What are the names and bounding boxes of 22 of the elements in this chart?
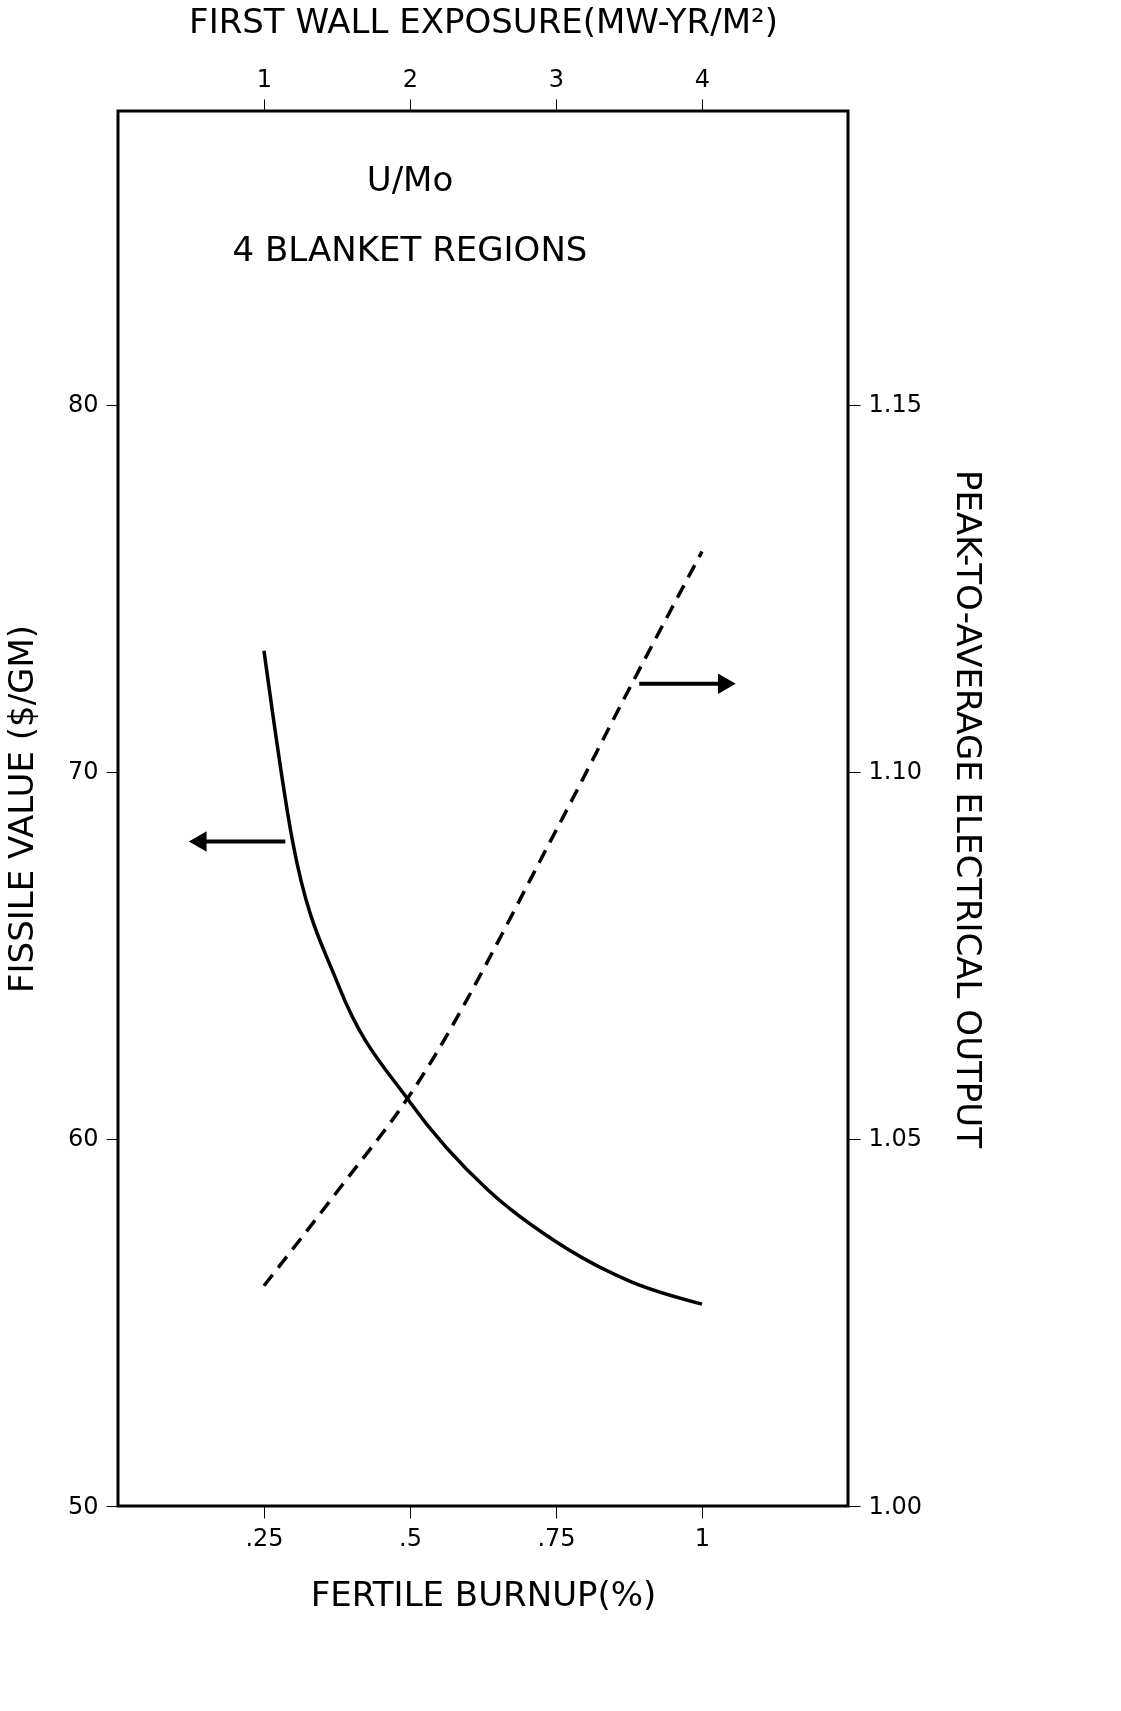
x-axis-title: FERTILE BURNUP(%) (310, 1573, 657, 1614)
y2-tick-label: 1.10 (868, 757, 922, 786)
y-axis-title: FISSILE VALUE ($/GM) (0, 624, 41, 994)
x-tick-label: 1 (694, 1523, 711, 1552)
y-tick-label: 80 (67, 390, 99, 419)
x2-tick-label: 1 (256, 64, 273, 93)
x2-tick-label: 4 (694, 64, 711, 93)
y2-tick-label: 1.15 (868, 390, 922, 419)
x2-tick-label: 2 (402, 64, 419, 93)
x2-tick-label: 3 (548, 64, 565, 93)
y2-axis-title: PEAK-TO-AVERAGE ELECTRICAL OUTPUT (948, 470, 989, 1149)
y2-tick-label: 1.00 (868, 1491, 922, 1520)
annotation: U/Mo (366, 159, 454, 199)
y2-tick-label: 1.05 (868, 1124, 922, 1153)
y-tick-label: 70 (67, 757, 99, 786)
x2-axis-title: FIRST WALL EXPOSURE(MW-YR/M²) (189, 0, 778, 41)
x-tick-label: .25 (245, 1523, 284, 1552)
y-tick-label: 50 (67, 1491, 99, 1520)
x-tick-label: .75 (537, 1523, 576, 1552)
y-tick-label: 60 (67, 1124, 99, 1153)
x-tick-label: .5 (399, 1523, 422, 1552)
annotation: 4 BLANKET REGIONS (232, 229, 588, 269)
